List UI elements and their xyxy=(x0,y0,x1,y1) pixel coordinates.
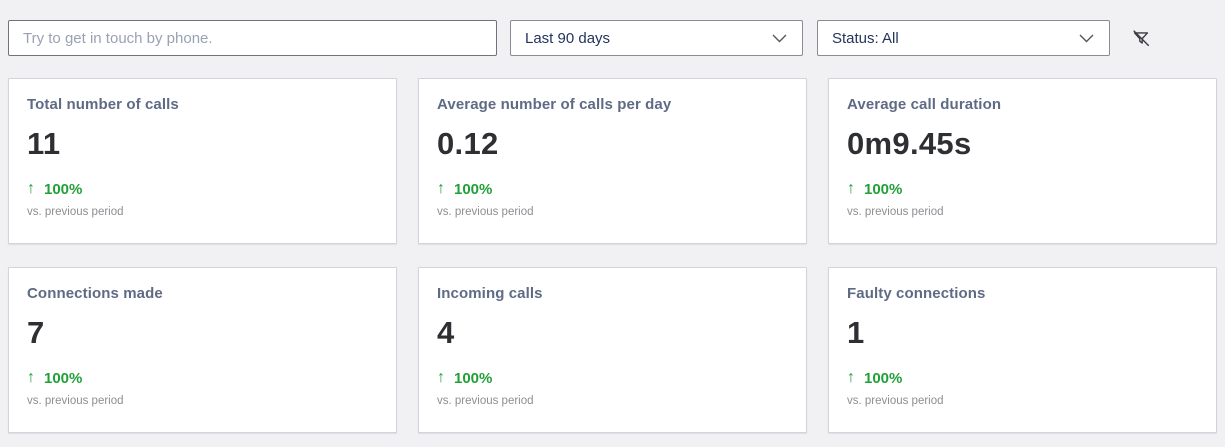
stat-trend: ↑ 100% xyxy=(27,369,376,387)
arrow-up-icon: ↑ xyxy=(437,369,445,386)
period-dropdown-value: Last 90 days xyxy=(525,29,611,47)
trend-percent: 100% xyxy=(864,369,903,387)
trend-percent: 100% xyxy=(44,180,83,198)
stat-caption: vs. previous period xyxy=(437,206,534,218)
stat-card-faulty-connections: Faulty connections 1 ↑ 100% vs. previous… xyxy=(828,267,1217,433)
arrow-up-icon: ↑ xyxy=(437,180,445,197)
stat-card-avg-call-duration: Average call duration 0m9.45s ↑ 100% vs.… xyxy=(828,78,1217,244)
clear-filters-button[interactable] xyxy=(1128,25,1154,51)
stat-caption: vs. previous period xyxy=(847,206,944,218)
stat-title: Average number of calls per day xyxy=(437,96,672,113)
arrow-up-icon: ↑ xyxy=(27,180,35,197)
stat-card-total-calls: Total number of calls 11 ↑ 100% vs. prev… xyxy=(8,78,397,244)
stat-caption: vs. previous period xyxy=(27,206,124,218)
stats-grid: Total number of calls 11 ↑ 100% vs. prev… xyxy=(0,56,1225,433)
period-dropdown[interactable]: Last 90 days xyxy=(510,20,803,56)
stat-title: Faulty connections xyxy=(847,285,986,302)
arrow-up-icon: ↑ xyxy=(847,180,855,197)
trend-percent: 100% xyxy=(454,369,493,387)
stat-title: Connections made xyxy=(27,285,163,302)
trend-percent: 100% xyxy=(864,180,903,198)
stat-value: 0.12 xyxy=(437,126,499,161)
stat-trend: ↑ 100% xyxy=(847,180,1196,198)
stat-card-connections-made: Connections made 7 ↑ 100% vs. previous p… xyxy=(8,267,397,433)
arrow-up-icon: ↑ xyxy=(27,369,35,386)
stat-title: Incoming calls xyxy=(437,285,543,302)
stat-trend: ↑ 100% xyxy=(437,369,786,387)
chevron-down-icon xyxy=(1079,34,1094,43)
stat-caption: vs. previous period xyxy=(437,395,534,407)
arrow-up-icon: ↑ xyxy=(847,369,855,386)
chevron-down-icon xyxy=(772,34,787,43)
search-input[interactable] xyxy=(8,20,497,56)
stat-card-avg-calls-per-day: Average number of calls per day 0.12 ↑ 1… xyxy=(418,78,807,244)
stat-value: 7 xyxy=(27,315,45,350)
stat-value: 4 xyxy=(437,315,455,350)
stat-trend: ↑ 100% xyxy=(437,180,786,198)
trend-percent: 100% xyxy=(454,180,493,198)
stat-value: 0m9.45s xyxy=(847,126,972,161)
filter-toolbar: Last 90 days Status: All xyxy=(0,0,1225,56)
stat-trend: ↑ 100% xyxy=(27,180,376,198)
stat-value: 11 xyxy=(27,126,61,161)
status-dropdown-value: Status: All xyxy=(832,29,899,47)
stat-caption: vs. previous period xyxy=(847,395,944,407)
stat-value: 1 xyxy=(847,315,865,350)
stat-trend: ↑ 100% xyxy=(847,369,1196,387)
stat-card-incoming-calls: Incoming calls 4 ↑ 100% vs. previous per… xyxy=(418,267,807,433)
trend-percent: 100% xyxy=(44,369,83,387)
stat-title: Average call duration xyxy=(847,96,1002,113)
filter-off-icon xyxy=(1130,27,1152,49)
stat-caption: vs. previous period xyxy=(27,395,124,407)
stat-title: Total number of calls xyxy=(27,96,179,113)
status-dropdown[interactable]: Status: All xyxy=(817,20,1110,56)
